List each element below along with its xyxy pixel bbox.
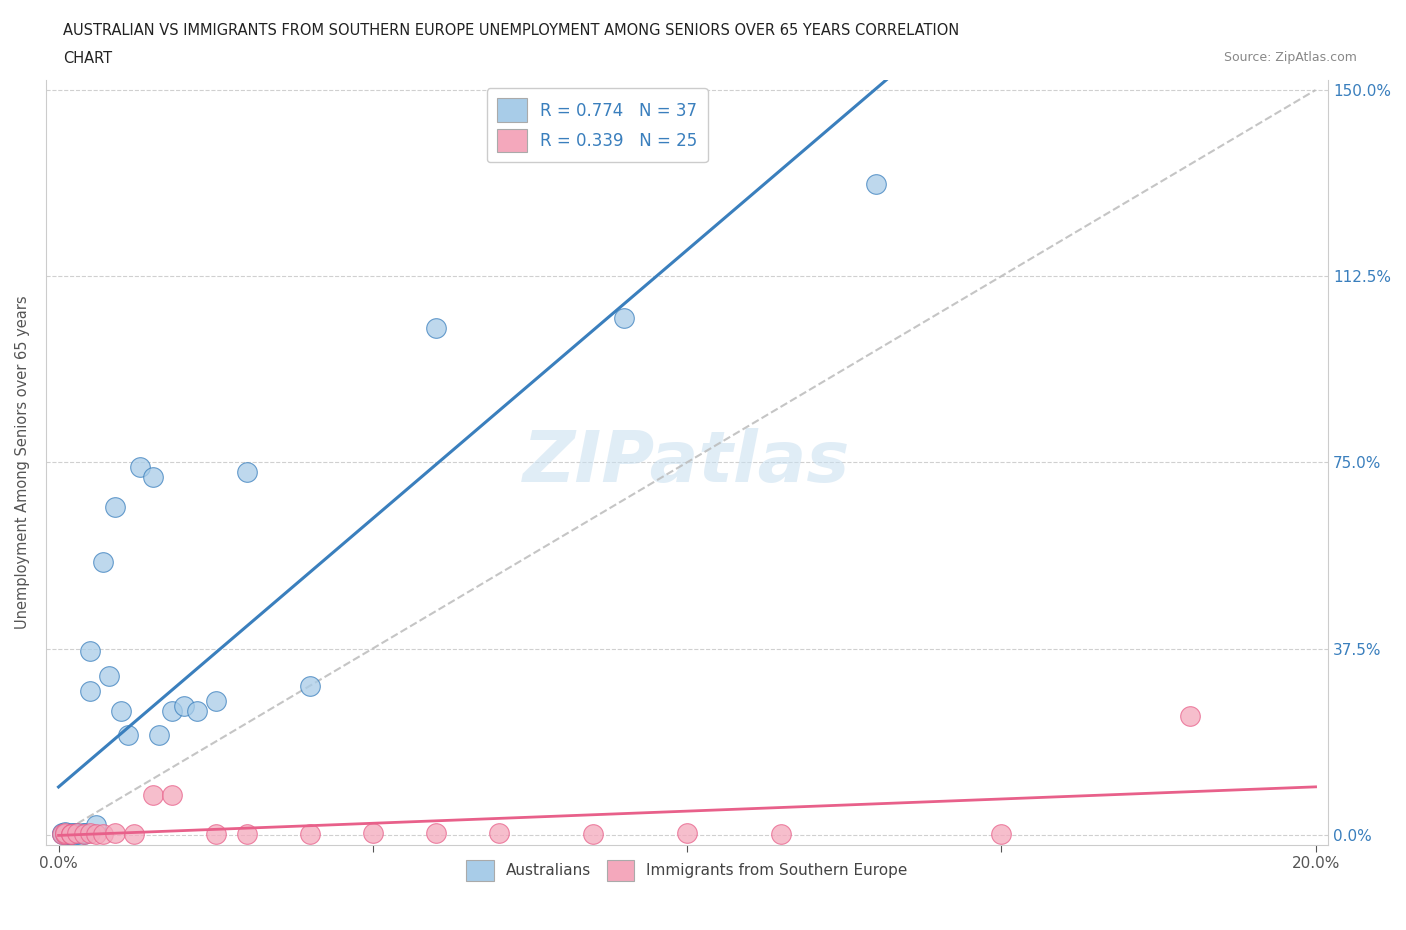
Point — [204, 693, 226, 708]
Point — [1178, 708, 1201, 723]
Point — [53, 825, 76, 840]
Point — [84, 817, 107, 832]
Point — [73, 825, 96, 840]
Point — [66, 826, 89, 841]
Point — [236, 827, 259, 842]
Point — [676, 826, 699, 841]
Point — [66, 827, 89, 842]
Point — [122, 826, 145, 841]
Point — [60, 826, 83, 841]
Text: CHART: CHART — [63, 51, 112, 66]
Point — [84, 826, 107, 841]
Point — [53, 826, 76, 841]
Point — [110, 703, 132, 718]
Point — [117, 728, 139, 743]
Point — [60, 827, 83, 842]
Point — [160, 703, 183, 718]
Point — [613, 311, 636, 325]
Text: AUSTRALIAN VS IMMIGRANTS FROM SOUTHERN EUROPE UNEMPLOYMENT AMONG SENIORS OVER 65: AUSTRALIAN VS IMMIGRANTS FROM SOUTHERN E… — [63, 23, 959, 38]
Point — [66, 826, 89, 841]
Point — [582, 826, 605, 841]
Point — [73, 826, 96, 841]
Point — [66, 826, 89, 841]
Point — [104, 499, 127, 514]
Point — [129, 459, 152, 474]
Point — [104, 826, 127, 841]
Point — [425, 826, 447, 841]
Point — [63, 826, 86, 841]
Point — [91, 827, 114, 842]
Point — [488, 826, 510, 841]
Point — [53, 827, 76, 842]
Point — [160, 788, 183, 803]
Point — [148, 728, 170, 743]
Point — [56, 826, 79, 841]
Point — [91, 554, 114, 569]
Point — [60, 825, 83, 840]
Point — [79, 644, 101, 658]
Point — [51, 826, 73, 841]
Point — [79, 826, 101, 841]
Point — [51, 826, 73, 841]
Legend: Australians, Immigrants from Southern Europe: Australians, Immigrants from Southern Eu… — [457, 851, 917, 891]
Point — [865, 177, 887, 192]
Point — [173, 698, 195, 713]
Point — [73, 826, 96, 841]
Text: ZIPatlas: ZIPatlas — [523, 428, 851, 497]
Point — [51, 827, 73, 842]
Y-axis label: Unemployment Among Seniors over 65 years: Unemployment Among Seniors over 65 years — [15, 296, 30, 630]
Point — [53, 826, 76, 841]
Point — [186, 703, 208, 718]
Text: Source: ZipAtlas.com: Source: ZipAtlas.com — [1223, 51, 1357, 64]
Point — [60, 826, 83, 841]
Point — [60, 827, 83, 842]
Point — [204, 826, 226, 841]
Point — [73, 826, 96, 841]
Point — [56, 827, 79, 842]
Point — [298, 678, 321, 693]
Point — [990, 826, 1012, 841]
Point — [361, 826, 384, 841]
Point — [298, 826, 321, 841]
Point — [79, 684, 101, 698]
Point — [53, 826, 76, 841]
Point — [142, 470, 165, 485]
Point — [425, 321, 447, 336]
Point — [142, 788, 165, 803]
Point — [97, 669, 120, 684]
Point — [770, 826, 793, 841]
Point — [236, 465, 259, 480]
